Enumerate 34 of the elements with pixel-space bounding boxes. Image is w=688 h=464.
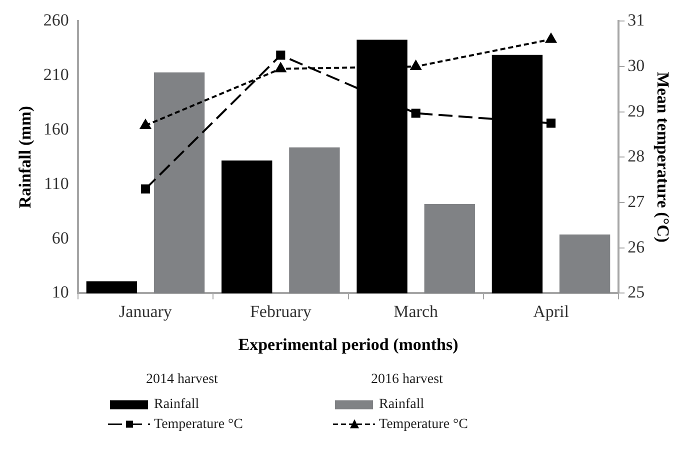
y-tick-label: 60 — [52, 228, 69, 248]
y-tick-label: 160 — [43, 119, 69, 138]
x-tick-label: March — [394, 302, 439, 321]
y2-tick-label: 26 — [628, 237, 645, 256]
legend-label: Rainfall — [154, 396, 200, 412]
y2-axis-title: Mean temperature (°C) — [653, 72, 672, 243]
y-tick-label: 210 — [43, 65, 69, 84]
y-tick-label: 10 — [52, 282, 69, 302]
point — [410, 60, 422, 70]
point — [276, 50, 286, 60]
y2-tick-label: 29 — [628, 101, 645, 120]
point — [411, 108, 420, 118]
y2-tick-label: 28 — [628, 146, 645, 166]
y-axis-title: Rainfall (mm) — [16, 106, 35, 208]
legend-label: Temperature °C — [379, 416, 468, 432]
y2-tick-label: 25 — [628, 282, 645, 302]
y2-tick-label: 31 — [628, 10, 645, 30]
point — [140, 184, 150, 194]
y-tick-label: 110 — [44, 174, 69, 193]
point — [140, 119, 151, 129]
y-tick-label: 260 — [43, 10, 69, 30]
text: 2016 harvest — [371, 372, 444, 387]
point — [546, 118, 556, 128]
x-tick-label: April — [533, 302, 570, 321]
y2-tick-label: 27 — [628, 192, 646, 211]
point — [275, 62, 286, 72]
x-axis-title: Experimental period (months) — [238, 335, 458, 354]
x-tick-label: January — [119, 302, 172, 321]
point — [546, 33, 556, 43]
legend-label: Rainfall — [379, 396, 424, 412]
text: 2014 harvest — [146, 372, 218, 387]
x-tick-label: February — [250, 302, 312, 321]
y2-tick-label: 30 — [628, 56, 645, 75]
legend-label: Temperature °C — [154, 416, 243, 432]
